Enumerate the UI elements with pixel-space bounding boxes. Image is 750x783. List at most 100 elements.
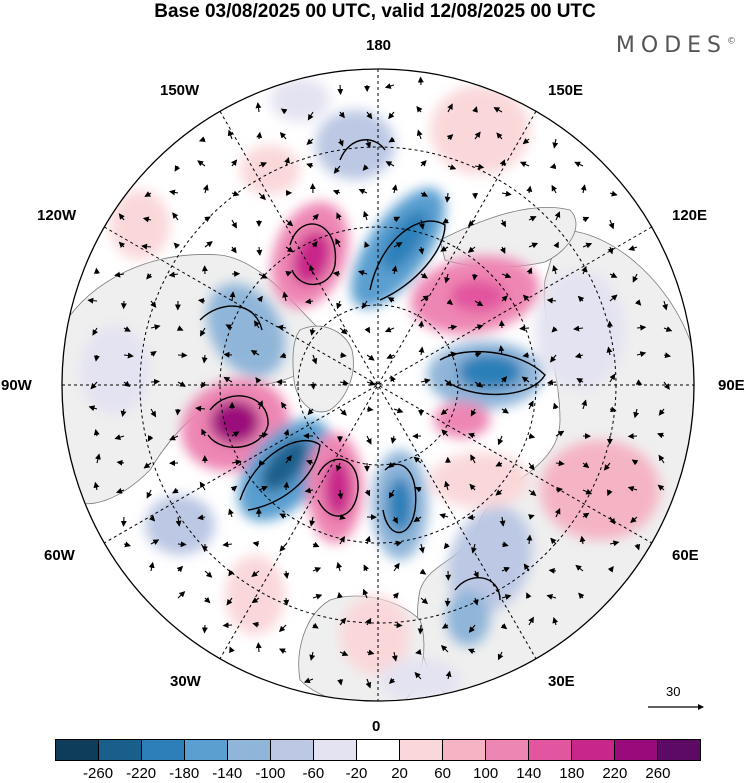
wind-vector bbox=[365, 138, 372, 149]
wind-vector bbox=[474, 381, 484, 388]
wind-vector bbox=[552, 402, 559, 410]
wind-vector bbox=[223, 376, 233, 383]
wind-vector bbox=[311, 241, 318, 248]
wind-vector bbox=[255, 642, 262, 653]
wind-vector bbox=[258, 460, 266, 467]
wind-vector bbox=[338, 111, 345, 119]
wind-vector bbox=[204, 570, 213, 578]
wind-vector bbox=[474, 324, 484, 330]
wind-vector bbox=[445, 380, 452, 387]
lon-label-120w: 120W bbox=[37, 207, 77, 224]
wind-vector bbox=[552, 264, 558, 275]
wind-vector bbox=[118, 213, 125, 221]
wind-vector bbox=[387, 297, 395, 303]
wind-vector bbox=[497, 651, 504, 661]
wind-vector bbox=[175, 516, 182, 527]
wind-vector bbox=[555, 460, 565, 467]
wind-vector bbox=[552, 138, 559, 149]
wind-vector bbox=[663, 352, 671, 359]
wind-vector bbox=[150, 378, 160, 385]
brand-logo: MODES© bbox=[615, 33, 736, 58]
wind-vector bbox=[445, 670, 452, 680]
wind-vector bbox=[416, 106, 423, 113]
wind-vector bbox=[177, 381, 186, 387]
wind-vector bbox=[279, 543, 287, 552]
wind-vector bbox=[635, 299, 642, 306]
wind-vector bbox=[114, 434, 125, 441]
wind-vector bbox=[468, 624, 476, 633]
wind-vector bbox=[332, 189, 341, 196]
lon-label-120e: 120E bbox=[672, 207, 708, 224]
wind-vector bbox=[657, 432, 665, 439]
wind-vector bbox=[225, 324, 233, 330]
wind-vector bbox=[418, 346, 425, 356]
wind-vector bbox=[446, 298, 454, 306]
wind-vector bbox=[528, 462, 535, 471]
wind-vector bbox=[118, 241, 126, 248]
wind-vector bbox=[278, 624, 287, 633]
colorbar-cell bbox=[314, 740, 357, 760]
wind-vector bbox=[199, 481, 206, 491]
wind-vector bbox=[391, 651, 398, 662]
wind-vector bbox=[336, 212, 342, 221]
wind-vector bbox=[609, 540, 620, 547]
wind-vector bbox=[223, 351, 233, 358]
wind-vector bbox=[231, 219, 237, 229]
wind-vector bbox=[420, 272, 428, 279]
wind-vector bbox=[336, 300, 342, 310]
lon-label-180: 180 bbox=[366, 37, 392, 54]
wind-vector bbox=[393, 622, 403, 629]
wind-vector bbox=[577, 295, 585, 303]
wind-vector bbox=[176, 325, 184, 331]
wind-vector bbox=[501, 407, 509, 414]
wind-vector bbox=[169, 434, 179, 441]
wind-vector bbox=[258, 432, 269, 439]
wind-vector bbox=[444, 192, 451, 203]
wind-vector bbox=[439, 513, 449, 519]
colorbar-cell bbox=[443, 740, 486, 760]
wind-vector bbox=[148, 561, 155, 572]
wind-vector bbox=[337, 678, 344, 686]
wind-vector bbox=[393, 242, 403, 248]
wind-vector bbox=[339, 352, 347, 359]
wind-vector bbox=[283, 570, 290, 579]
wind-vector bbox=[279, 513, 287, 519]
wind-vector bbox=[528, 400, 534, 410]
wind-vector bbox=[204, 216, 211, 223]
wind-vector bbox=[418, 219, 425, 230]
wind-vector bbox=[176, 565, 184, 573]
wind-vector bbox=[228, 569, 235, 577]
wind-vector bbox=[312, 541, 320, 548]
wind-vector bbox=[116, 459, 125, 466]
wind-vector bbox=[285, 454, 292, 464]
wind-vector bbox=[256, 131, 263, 140]
wind-vector bbox=[390, 435, 397, 444]
wind-vector bbox=[420, 160, 427, 167]
wind-vector bbox=[146, 273, 153, 280]
wind-vector bbox=[474, 351, 482, 358]
wind-vector bbox=[92, 327, 99, 336]
wind-vector bbox=[229, 291, 236, 302]
wind-vector bbox=[526, 185, 533, 194]
wind-vector bbox=[546, 297, 557, 304]
wind-vector bbox=[663, 326, 673, 332]
wind-vector bbox=[279, 352, 287, 359]
wind-vector bbox=[630, 516, 638, 523]
wind-vector bbox=[548, 567, 557, 574]
wind-vector bbox=[416, 129, 423, 140]
wind-vector bbox=[554, 211, 561, 221]
colorbar-tick-label: 260 bbox=[645, 765, 671, 782]
wind-vector bbox=[150, 408, 157, 418]
wind-vector bbox=[123, 541, 131, 548]
colorbar-cell bbox=[529, 740, 572, 760]
wind-vector bbox=[522, 294, 530, 302]
wind-vector bbox=[148, 515, 156, 522]
wind-vector bbox=[172, 487, 179, 494]
wind-vector bbox=[522, 138, 530, 145]
wind-vector bbox=[364, 241, 370, 248]
wind-vector bbox=[284, 156, 290, 167]
wind-vector bbox=[467, 514, 476, 521]
graticule bbox=[62, 69, 694, 701]
wind-vector bbox=[495, 461, 503, 467]
wind-vector bbox=[283, 429, 290, 437]
